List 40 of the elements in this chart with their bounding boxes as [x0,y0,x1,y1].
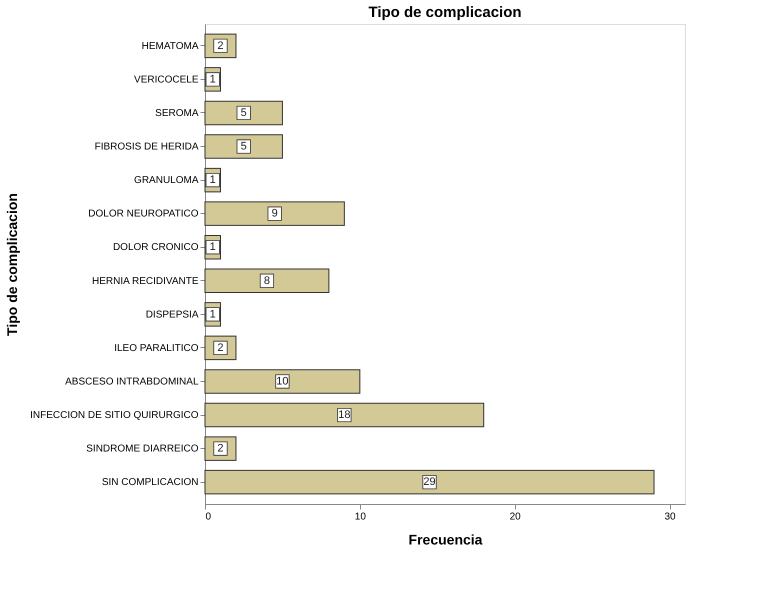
data-label: 1 [210,241,216,254]
y-tick-label: HERNIA RECIDIVANTE [92,276,199,287]
bar [204,402,484,428]
y-tick-label: DOLOR NEUROPATICO [88,208,199,220]
x-tick-label: 20 [510,512,522,522]
data-label: 1 [210,73,216,86]
y-tick-label: HEMATOMA [142,40,199,52]
y-tick-label: INFECCION DE SITIO QUIRURGICO [30,410,199,422]
data-label: 2 [217,342,224,354]
data-label: 1 [210,174,216,186]
x-tick-label: 0 [206,512,212,522]
data-label: 18 [338,409,350,422]
chart-title: Tipo de complicacion [368,4,522,21]
data-label: 9 [272,208,278,220]
y-tick-label: ABSCESO INTRABDOMINAL [65,376,199,388]
data-label: 5 [240,106,247,119]
bar [204,201,345,226]
bar [204,268,330,294]
data-label: 29 [423,476,436,488]
x-tick-label: 30 [664,512,676,522]
y-tick-label: SEROMA [155,108,199,119]
data-label: 10 [276,375,289,388]
data-label: 2 [217,442,224,455]
y-tick-label: SIN COMPLICACION [102,477,198,488]
y-tick-label: VERICOCELE [134,74,199,86]
y-tick-label: DISPEPSIA [146,309,199,320]
y-tick-label: ILEO PARALITICO [114,342,199,354]
y-tick-label: SINDROME DIARREICO [86,444,199,455]
y-tick-label: DOLOR CRONICO [112,242,199,254]
y-axis-title: Tipo de complicacion [4,193,20,336]
data-label: 5 [240,140,247,153]
data-label: 2 [217,40,224,52]
x-tick-label: 10 [354,512,366,522]
data-label: 8 [264,274,270,287]
bar [204,470,655,494]
bar [204,369,360,394]
y-tick-label: GRANULOMA [134,175,199,186]
y-tick-label: FIBROSIS DE HERIDA [94,142,199,153]
x-axis-title: Frecuencia [408,532,483,548]
data-label: 1 [210,308,216,320]
